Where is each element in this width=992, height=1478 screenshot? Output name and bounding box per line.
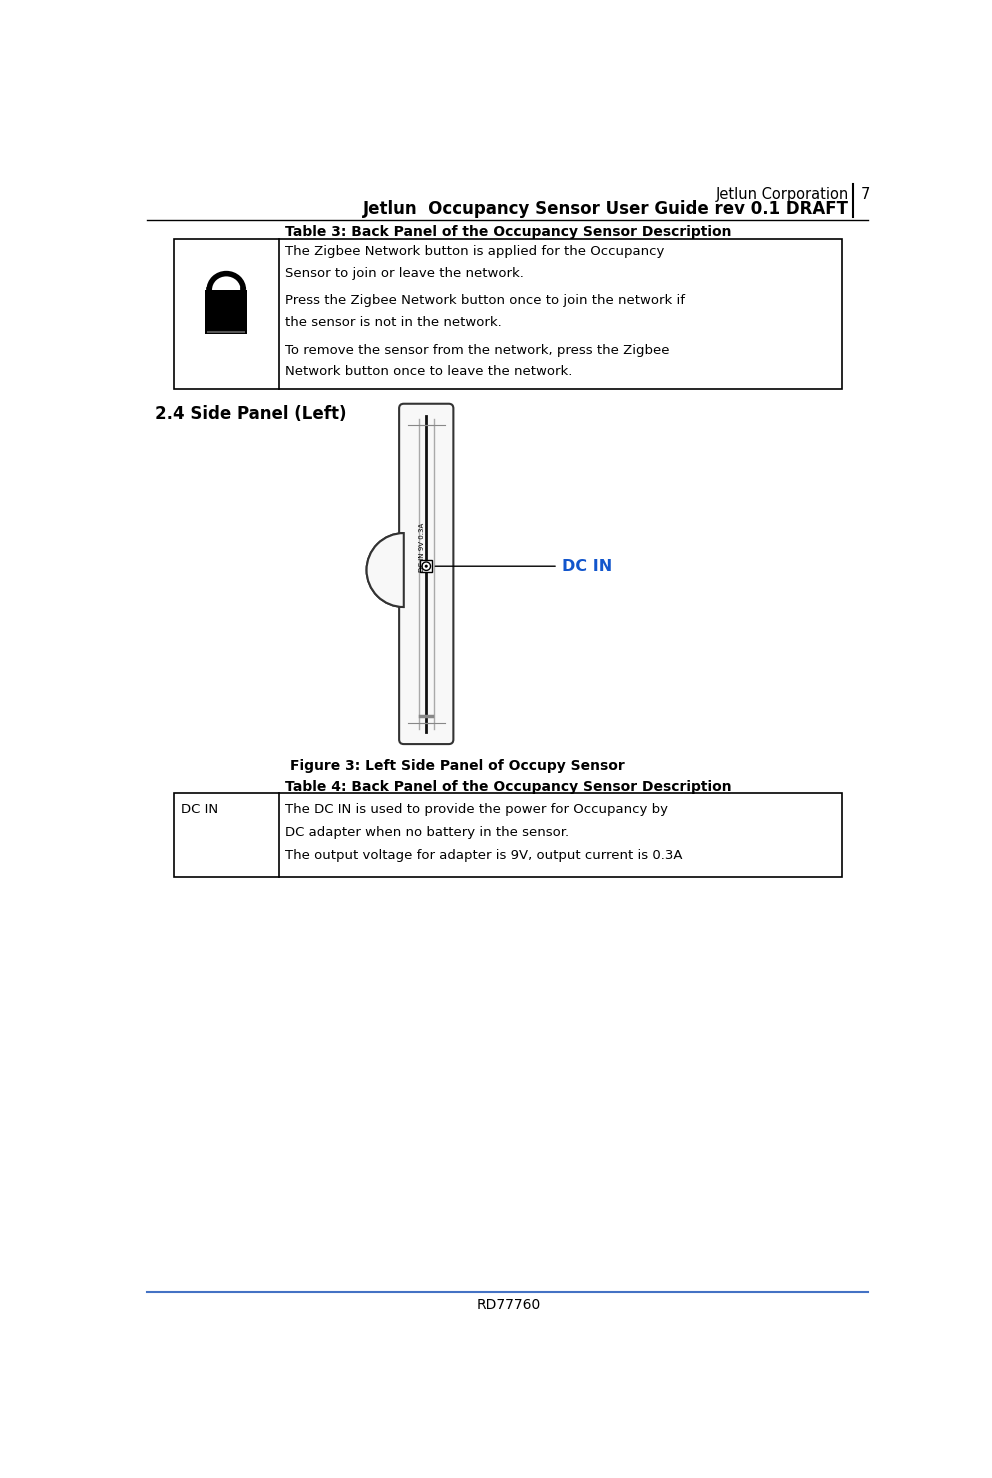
Bar xyxy=(420,560,433,572)
Text: Jetlun  Occupancy Sensor User Guide rev 0.1 DRAFT: Jetlun Occupancy Sensor User Guide rev 0… xyxy=(363,201,848,219)
Text: Jetlun Corporation: Jetlun Corporation xyxy=(715,186,848,201)
Text: Table 3: Back Panel of the Occupancy Sensor Description: Table 3: Back Panel of the Occupancy Sen… xyxy=(285,225,732,239)
Circle shape xyxy=(422,562,431,571)
Bar xyxy=(205,290,247,334)
Text: The DC IN is used to provide the power for Occupancy by: The DC IN is used to provide the power f… xyxy=(286,803,669,816)
Text: 7: 7 xyxy=(860,186,870,201)
FancyBboxPatch shape xyxy=(399,403,453,743)
Text: Figure 3: Left Side Panel of Occupy Sensor: Figure 3: Left Side Panel of Occupy Sens… xyxy=(290,758,625,773)
Text: To remove the sensor from the network, press the Zigbee: To remove the sensor from the network, p… xyxy=(286,344,670,356)
Text: DC IN 9V 0.3A: DC IN 9V 0.3A xyxy=(420,522,426,572)
Text: Table 4: Back Panel of the Occupancy Sensor Description: Table 4: Back Panel of the Occupancy Sen… xyxy=(285,779,732,794)
Text: 2.4 Side Panel (Left): 2.4 Side Panel (Left) xyxy=(155,405,346,423)
Wedge shape xyxy=(367,534,404,607)
Bar xyxy=(175,794,842,876)
Text: DC IN: DC IN xyxy=(181,803,217,816)
Text: the sensor is not in the network.: the sensor is not in the network. xyxy=(286,316,502,330)
Circle shape xyxy=(425,565,428,568)
Text: Press the Zigbee Network button once to join the network if: Press the Zigbee Network button once to … xyxy=(286,294,685,307)
Text: The Zigbee Network button is applied for the Occupancy: The Zigbee Network button is applied for… xyxy=(286,245,665,259)
Text: DC adapter when no battery in the sensor.: DC adapter when no battery in the sensor… xyxy=(286,826,569,838)
Text: RD77760: RD77760 xyxy=(476,1299,541,1312)
Text: DC IN: DC IN xyxy=(561,559,612,573)
Text: Sensor to join or leave the network.: Sensor to join or leave the network. xyxy=(286,266,524,279)
Text: The output voltage for adapter is 9V, output current is 0.3A: The output voltage for adapter is 9V, ou… xyxy=(286,848,682,862)
Text: Network button once to leave the network.: Network button once to leave the network… xyxy=(286,365,572,378)
Bar xyxy=(175,239,842,389)
